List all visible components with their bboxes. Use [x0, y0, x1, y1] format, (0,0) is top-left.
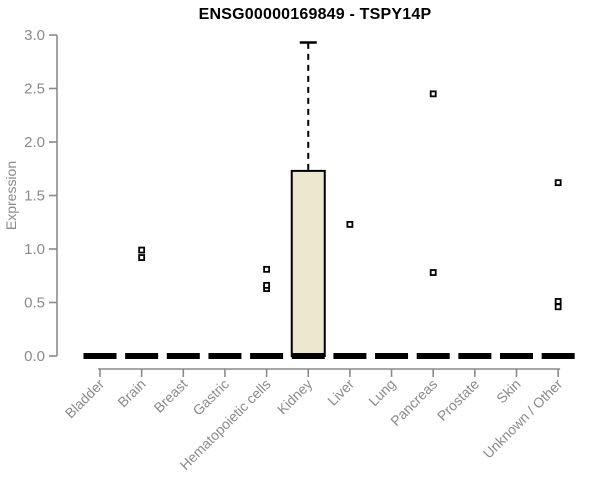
median-bar — [333, 353, 367, 359]
y-axis-title: Expression — [3, 161, 19, 230]
median-bar — [458, 353, 492, 359]
median-bar — [500, 353, 533, 359]
median-bar — [375, 353, 409, 359]
outlier-point — [263, 265, 271, 273]
median-bar — [541, 353, 575, 359]
y-tick-label: 0.5 — [24, 295, 45, 312]
x-tick-label: Liver — [324, 376, 357, 409]
x-tick-label: Bladder — [62, 376, 108, 422]
y-tick-label: 2.5 — [24, 81, 45, 98]
outlier-point — [263, 281, 271, 289]
x-tick-label: Skin — [493, 376, 524, 407]
x-tick-label: Unknown / Other — [480, 376, 566, 462]
outlier-point — [346, 220, 354, 228]
outlier-point — [429, 269, 437, 276]
median-bar — [166, 353, 200, 359]
x-tick-label: Kidney — [274, 376, 316, 418]
outlier-point — [138, 254, 146, 261]
outlier-point — [138, 246, 146, 254]
median-bar — [125, 353, 159, 359]
y-tick-label: 3.0 — [24, 27, 45, 44]
y-tick-label: 0.0 — [24, 348, 45, 365]
median-bar — [83, 353, 117, 359]
median-bar — [208, 353, 242, 359]
outlier-point — [429, 90, 437, 98]
median-bar — [250, 353, 284, 359]
outlier-point — [554, 179, 562, 187]
y-tick-label: 2.0 — [24, 134, 45, 151]
outlier-point — [554, 298, 562, 305]
y-tick-label: 1.0 — [24, 241, 45, 258]
box — [290, 169, 326, 357]
outlier-point — [554, 303, 562, 311]
y-tick-label: 1.5 — [24, 188, 45, 205]
x-tick-label: Breast — [150, 376, 190, 416]
x-tick-label: Prostate — [434, 376, 482, 424]
x-tick-label: Brain — [114, 376, 148, 410]
x-tick-label: Lung — [365, 376, 398, 409]
median-bar — [291, 353, 325, 359]
chart-title: ENSG00000169849 - TSPY14P — [198, 6, 432, 23]
median-bar — [416, 353, 450, 359]
